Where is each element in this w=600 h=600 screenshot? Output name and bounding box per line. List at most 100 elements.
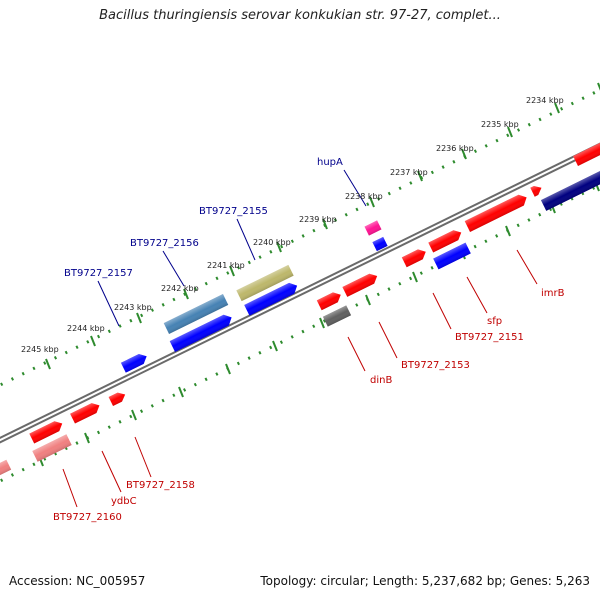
label-leader-line	[134, 436, 152, 478]
gene-feature[interactable]	[236, 264, 294, 302]
gene-label[interactable]: BT9727_2157	[64, 268, 133, 279]
gene-feature[interactable]	[530, 183, 543, 197]
ruler-major-tick	[365, 294, 371, 306]
gene-feature[interactable]	[169, 312, 235, 352]
gene-feature[interactable]	[342, 271, 379, 297]
gene-feature[interactable]	[428, 228, 463, 253]
tick-label: 2241 kbp	[207, 261, 245, 270]
gene-shading	[573, 136, 600, 166]
gene-shading	[401, 249, 426, 268]
gene-shading	[372, 236, 388, 252]
ruler-major-tick	[136, 312, 142, 324]
gene-label[interactable]: BT9727_2153	[401, 360, 470, 371]
tick-label: 2236 kbp	[436, 144, 474, 153]
map-title: Bacillus thuringiensis serovar konkukian…	[99, 8, 501, 23]
label-leader-line	[101, 450, 122, 493]
inner-ruler	[0, 183, 600, 483]
ruler-major-tick	[412, 271, 418, 283]
gene-shading	[32, 434, 72, 462]
tick-label: 2237 kbp	[390, 168, 428, 177]
ruler-major-tick	[319, 317, 325, 329]
gene-label[interactable]: dinB	[370, 375, 392, 386]
ruler-major-tick	[45, 358, 51, 370]
gene-label[interactable]: BT9727_2158	[126, 480, 195, 491]
gene-feature[interactable]	[464, 192, 530, 232]
gene-feature[interactable]	[70, 400, 102, 424]
gene-label[interactable]: imrB	[541, 288, 565, 299]
topology-label: Topology: circular; Length: 5,237,682 bp…	[260, 574, 590, 588]
gene-feature[interactable]	[108, 390, 128, 407]
gene-shading	[169, 314, 232, 352]
tick-label: 2234 kbp	[526, 96, 564, 105]
gene-feature[interactable]	[540, 169, 600, 211]
gene-shading	[464, 194, 527, 232]
genome-backbone-core	[0, 144, 600, 442]
gene-shading	[316, 292, 341, 311]
gene-feature[interactable]	[322, 305, 352, 327]
tick-label: 2238 kbp	[345, 192, 383, 201]
ruler-major-tick	[507, 126, 513, 138]
gene-feature[interactable]	[163, 294, 229, 334]
tick-label: 2240 kbp	[253, 238, 291, 247]
gene-feature[interactable]	[120, 351, 149, 373]
ruler-major-tick	[84, 432, 90, 444]
label-leader-line	[236, 218, 256, 261]
gene-shading	[120, 353, 147, 373]
ruler-major-tick	[183, 288, 189, 300]
gene-shading	[540, 169, 600, 211]
gene-label[interactable]: BT9727_2155	[199, 206, 268, 217]
gene-label[interactable]: ydbC	[111, 496, 137, 507]
gene-feature[interactable]	[573, 134, 600, 166]
ruler-major-tick	[554, 102, 560, 114]
gene-shading	[322, 305, 352, 327]
ruler-major-tick	[229, 265, 235, 277]
tick-label: 2235 kbp	[481, 120, 519, 129]
gene-shading	[0, 459, 12, 481]
ruler-major-tick	[597, 82, 600, 91]
gene-feature[interactable]	[401, 247, 428, 268]
label-leader-line	[516, 249, 538, 285]
tick-label: 2245 kbp	[21, 345, 59, 354]
gene-shading	[433, 242, 471, 270]
accession-label: Accession: NC_005957	[9, 574, 146, 588]
tick-label: 2242 kbp	[161, 284, 199, 293]
gene-shading	[530, 185, 542, 197]
gene-feature[interactable]	[316, 290, 343, 311]
gene-label[interactable]: sfp	[487, 316, 502, 327]
gene-shading	[163, 294, 229, 334]
label-leader-line	[466, 276, 488, 314]
gene-feature[interactable]	[29, 419, 64, 444]
label-leader-line	[378, 321, 398, 359]
ruler-major-tick	[131, 409, 137, 421]
gene-shading	[428, 230, 462, 253]
tick-label: 2244 kbp	[67, 324, 105, 333]
gene-feature[interactable]	[32, 434, 72, 462]
ruler-major-tick	[505, 225, 511, 237]
label-leader-line	[62, 468, 78, 508]
gene-label[interactable]: hupA	[317, 157, 343, 168]
ruler-major-tick	[276, 241, 282, 253]
label-leader-line	[343, 169, 367, 207]
gene-label[interactable]: BT9727_2151	[455, 332, 524, 343]
gene-feature[interactable]	[372, 236, 388, 252]
gene-shading	[70, 403, 100, 424]
gene-shading	[364, 220, 382, 236]
tick-label: 2239 kbp	[299, 215, 337, 224]
gene-feature[interactable]	[244, 280, 300, 316]
ruler-major-tick	[417, 170, 423, 182]
label-leader-line	[162, 250, 185, 287]
gene-shading	[236, 264, 294, 302]
gene-shading	[244, 282, 298, 316]
gene-shading	[342, 273, 378, 297]
gene-feature[interactable]	[364, 220, 382, 236]
label-leader-line	[432, 292, 452, 330]
gene-label[interactable]: BT9727_2160	[53, 512, 122, 523]
ruler-major-tick	[272, 340, 278, 352]
gene-feature[interactable]	[433, 242, 471, 270]
gene-feature[interactable]	[0, 459, 12, 481]
ruler-major-tick	[322, 218, 328, 230]
gene-label[interactable]: BT9727_2156	[130, 238, 199, 249]
ruler-major-tick	[178, 386, 184, 398]
